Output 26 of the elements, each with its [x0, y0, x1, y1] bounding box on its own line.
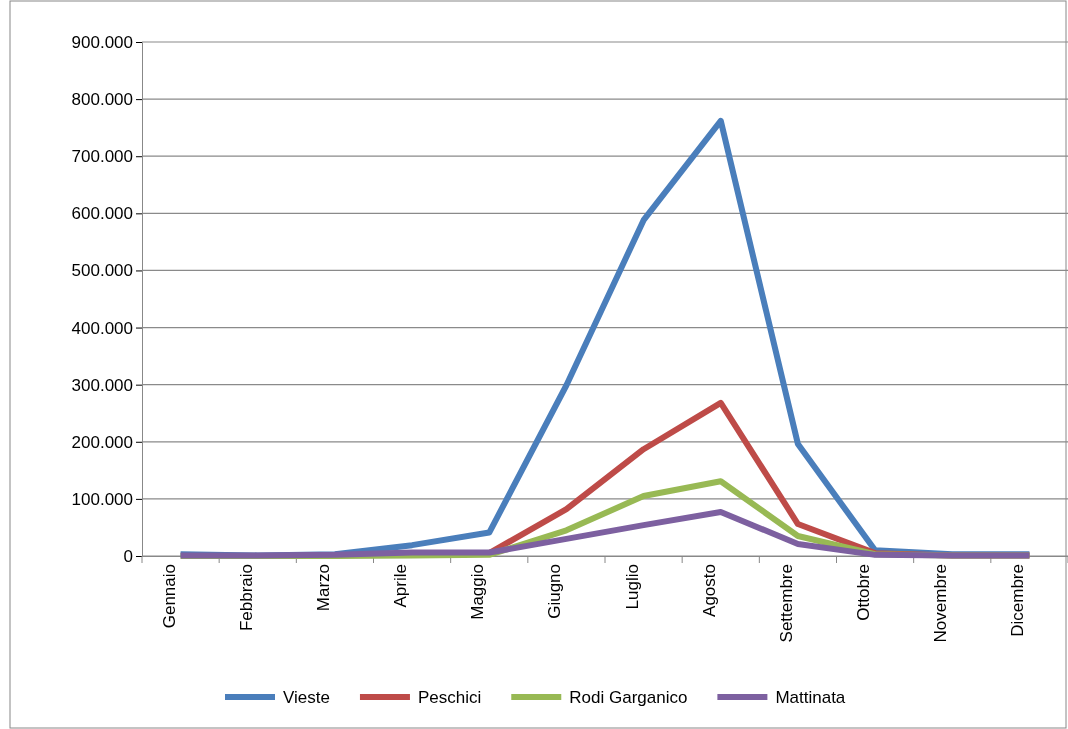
y-tick-label: 100.000	[71, 489, 133, 509]
y-tick-label: 800.000	[71, 90, 133, 110]
x-tick-label: Luglio	[622, 564, 642, 610]
x-tick-label: Ottobre	[854, 564, 874, 621]
x-tick-label: Giugno	[545, 564, 565, 619]
y-tick-label: 900.000	[71, 32, 133, 52]
y-tick-label: 700.000	[71, 147, 133, 167]
x-tick-label: Aprile	[391, 564, 411, 608]
x-tick-label: Settembre	[776, 564, 796, 643]
x-tick-label: Gennaio	[159, 564, 179, 629]
legend-label: Vieste	[283, 688, 330, 707]
y-tick-label: 500.000	[71, 261, 133, 281]
x-tick-label: Novembre	[931, 564, 951, 643]
y-tick-label: 600.000	[71, 204, 133, 224]
y-tick-label: 200.000	[71, 432, 133, 452]
x-tick-label: Agosto	[699, 564, 719, 617]
x-tick-label: Febbraio	[236, 564, 256, 632]
x-tick-label: Dicembre	[1008, 564, 1028, 637]
legend-label: Mattinata	[775, 688, 846, 707]
x-tick-label: Marzo	[313, 564, 333, 612]
legend-label: Peschici	[417, 688, 482, 707]
y-tick-label: 0	[123, 546, 133, 566]
y-tick-label: 300.000	[71, 375, 133, 395]
y-tick-label: 400.000	[71, 318, 133, 338]
x-tick-label: Maggio	[468, 564, 488, 620]
legend-label: Rodi Garganico	[569, 688, 688, 707]
